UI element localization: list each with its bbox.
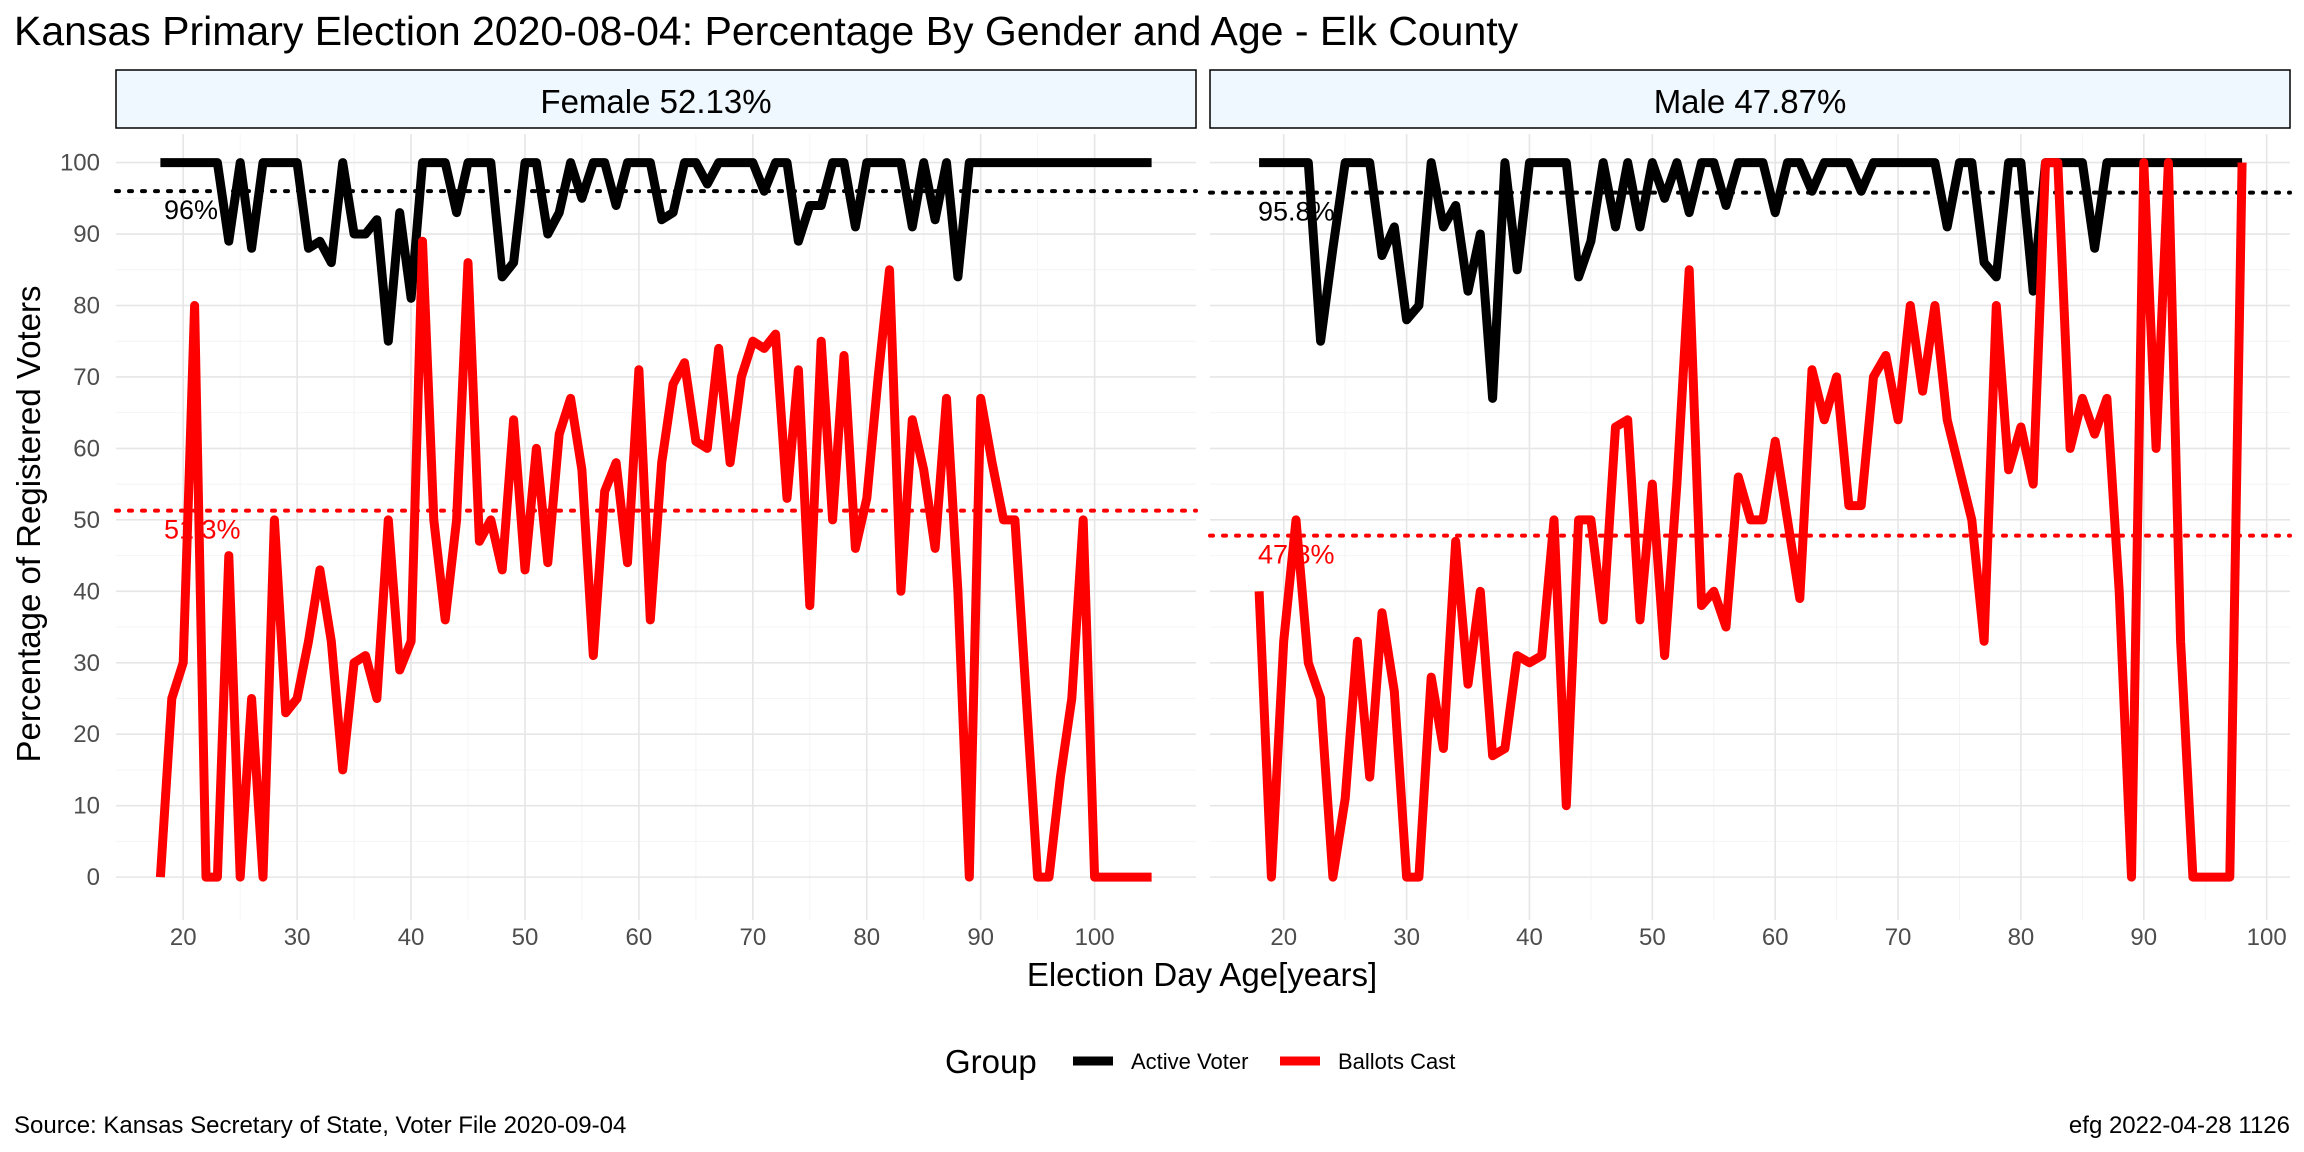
- series-line: [1259, 158, 2243, 403]
- x-tick-label: 80: [853, 924, 880, 951]
- x-tick-label: 20: [1270, 924, 1297, 951]
- x-tick-label: 20: [170, 924, 197, 951]
- x-tick-label: 60: [1762, 924, 1789, 951]
- x-tick-label: 50: [512, 924, 539, 951]
- y-tick-label: 20: [73, 721, 100, 748]
- y-tick-label: 60: [73, 435, 100, 462]
- x-tick-label: 100: [2247, 924, 2287, 951]
- x-tick-label: 100: [1075, 924, 1115, 951]
- legend: Group Active Voter Ballots Cast: [945, 1043, 1455, 1080]
- y-tick-label: 10: [73, 793, 100, 820]
- y-tick-label: 50: [73, 507, 100, 534]
- y-tick-label: 40: [73, 578, 100, 605]
- y-tick-label: 0: [87, 864, 100, 891]
- y-tick-label: 70: [73, 364, 100, 391]
- x-tick-label: 40: [1516, 924, 1543, 951]
- y-axis-label: Percentage of Registered Voters: [10, 286, 47, 763]
- panel-strip: [115, 69, 1197, 129]
- chart-title: Kansas Primary Election 2020-08-04: Perc…: [14, 8, 1519, 54]
- panel-strip-label: Female 52.13%: [540, 83, 771, 120]
- y-tick-label: 30: [73, 650, 100, 677]
- x-tick-label: 80: [2008, 924, 2035, 951]
- x-tick-label: 90: [2130, 924, 2157, 951]
- y-tick-label: 100: [60, 150, 100, 177]
- reference-label: 95.8%: [1258, 197, 1335, 227]
- legend-label-ballots-cast: Ballots Cast: [1338, 1049, 1455, 1074]
- series-line: [1254, 158, 2247, 882]
- credit-note: efg 2022-04-28 1126: [2069, 1112, 2290, 1139]
- x-tick-label: 30: [284, 924, 311, 951]
- reference-label: 96%: [164, 195, 218, 225]
- x-tick-label: 60: [626, 924, 653, 951]
- panel-strip: [1209, 69, 2291, 129]
- legend-title: Group: [945, 1043, 1037, 1080]
- y-tick-label: 80: [73, 292, 100, 319]
- x-tick-label: 40: [398, 924, 425, 951]
- panel-strip-label: Male 47.87%: [1654, 83, 1847, 120]
- y-tick-label: 90: [73, 221, 100, 248]
- x-tick-label: 70: [739, 924, 766, 951]
- source-note: Source: Kansas Secretary of State, Voter…: [14, 1112, 626, 1139]
- series-line: [155, 236, 1152, 882]
- x-tick-label: 70: [1885, 924, 1912, 951]
- series-line: [160, 158, 1152, 346]
- legend-label-active-voter: Active Voter: [1131, 1049, 1248, 1074]
- x-tick-label: 50: [1639, 924, 1666, 951]
- panel-female: Female 52.13% 0 10 20 30 40 50 60 70 80 90 100 20 30 4…: [60, 69, 1198, 951]
- x-axis-label: Election Day Age[years]: [1027, 956, 1377, 993]
- x-tick-label: 90: [967, 924, 994, 951]
- x-tick-label: 30: [1393, 924, 1420, 951]
